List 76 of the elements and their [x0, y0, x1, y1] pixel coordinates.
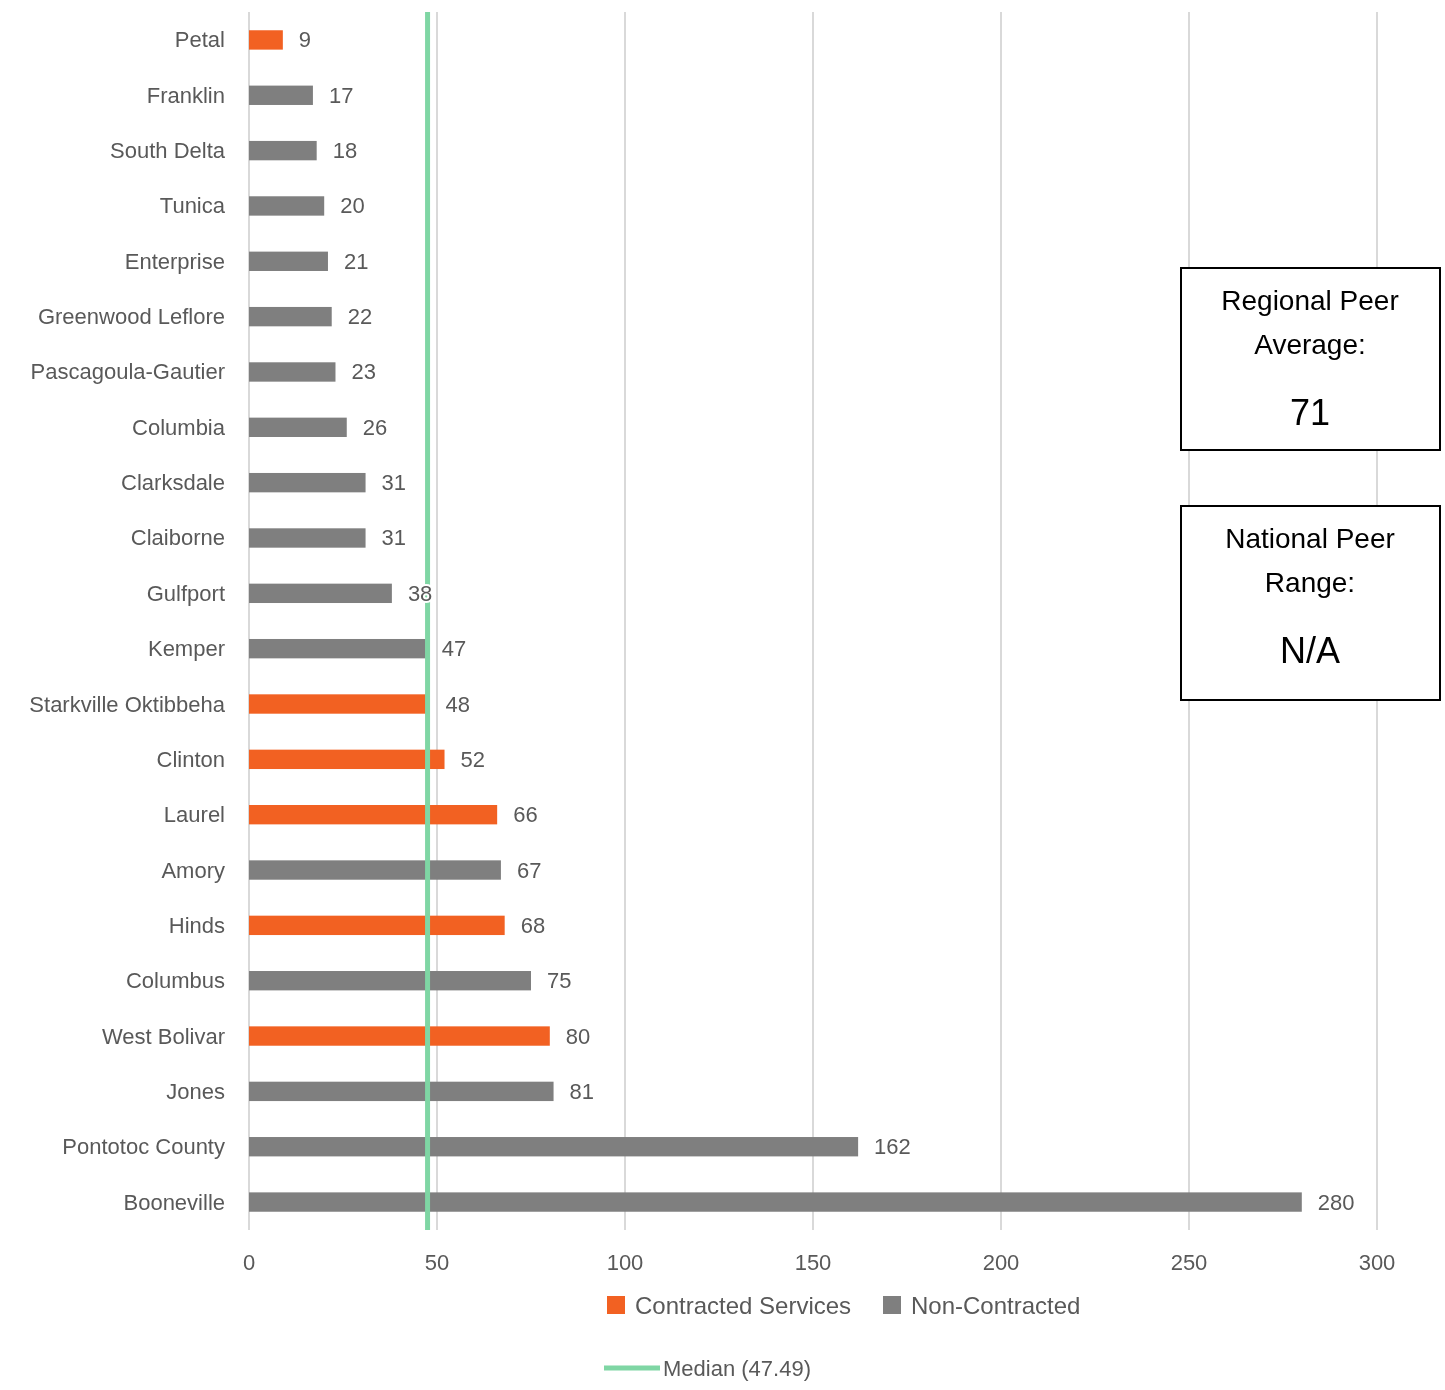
data-label: 67 — [516, 857, 542, 883]
y-tick-label: Enterprise — [124, 248, 225, 274]
data-label: 21 — [343, 248, 369, 274]
x-tick-label: 150 — [794, 1250, 832, 1275]
data-label: 9 — [298, 27, 312, 53]
y-tick-label: Petal — [174, 27, 225, 53]
bar — [249, 251, 328, 271]
data-label: 162 — [874, 1134, 911, 1160]
data-label: 52 — [460, 746, 485, 772]
data-label: 75 — [547, 968, 572, 994]
annotation: National Peer Range: N/A — [1225, 522, 1395, 671]
bar — [249, 30, 283, 50]
bar — [249, 362, 336, 382]
bar — [249, 140, 317, 161]
y-tick-label: Gulfport — [146, 580, 225, 606]
bar — [249, 971, 531, 991]
data-label: 48 — [445, 691, 470, 717]
y-tick-label: Pascagoula-Gautier — [30, 359, 225, 385]
annotation: Regional Peer Average: 71 — [1221, 284, 1399, 433]
data-label: 26 — [362, 414, 388, 440]
data-label: 280 — [1317, 1189, 1355, 1215]
data-label: 17 — [328, 82, 354, 108]
x-tick-label: 0 — [242, 1250, 256, 1275]
bar — [249, 417, 347, 437]
bar — [249, 915, 505, 936]
data-label: 66 — [513, 802, 538, 828]
bar — [249, 472, 366, 493]
data-label: 22 — [347, 304, 373, 330]
data-label: 81 — [569, 1078, 595, 1104]
y-tick-label: Tunica — [159, 193, 226, 219]
data-label: 47 — [441, 636, 467, 662]
y-tick-label: West Bolivar — [101, 1023, 225, 1049]
legend-label: Contracted Services — [635, 1291, 852, 1319]
bar — [249, 196, 325, 216]
y-tick-label: Hinds — [168, 912, 225, 938]
y-tick-label: Claiborne — [130, 525, 225, 551]
x-tick-label: 300 — [1358, 1250, 1396, 1275]
bar — [249, 805, 498, 825]
y-tick-label: Amory — [161, 857, 225, 883]
y-tick-label: Booneville — [123, 1189, 225, 1215]
data-label: 80 — [565, 1023, 591, 1049]
y-tick-label: Kemper — [147, 636, 225, 662]
data-label: 68 — [520, 912, 546, 938]
bar — [249, 638, 426, 659]
bar — [249, 1192, 1302, 1212]
y-tick-label: Columbia — [132, 414, 226, 440]
x-tick-label: 250 — [1170, 1250, 1208, 1275]
data-label: 31 — [381, 470, 407, 496]
bar — [249, 860, 501, 880]
y-tick-label: Jones — [166, 1078, 225, 1104]
x-tick-label: 200 — [982, 1250, 1020, 1275]
y-tick-label: Greenwood Leflore — [37, 304, 225, 330]
x-tick-label: 50 — [424, 1250, 450, 1275]
bar — [249, 85, 313, 105]
legend-label: Median (47.49) — [663, 1355, 811, 1381]
y-tick-label: Franklin — [146, 82, 225, 108]
y-tick-label: South Delta — [110, 138, 226, 164]
x-tick-label: 100 — [606, 1250, 644, 1275]
y-tick-label: Clarksdale — [121, 470, 225, 496]
y-tick-label: Laurel — [163, 802, 225, 828]
data-label: 23 — [351, 359, 376, 385]
data-label: 18 — [332, 138, 358, 164]
bar — [249, 1026, 550, 1046]
data-label: 20 — [340, 193, 365, 219]
y-tick-label: Pontotoc County — [62, 1134, 225, 1160]
bar — [249, 749, 445, 770]
data-label: 31 — [381, 525, 407, 551]
bar — [249, 1137, 859, 1157]
bar — [249, 306, 332, 327]
bar — [249, 528, 366, 548]
bar — [249, 583, 392, 604]
bar — [249, 1081, 554, 1102]
legend-label: Non-Contracted — [911, 1291, 1081, 1319]
y-tick-label: Clinton — [156, 746, 225, 772]
y-tick-label: Columbus — [125, 968, 225, 994]
y-tick-label: Starkville Oktibbeha — [29, 691, 226, 717]
